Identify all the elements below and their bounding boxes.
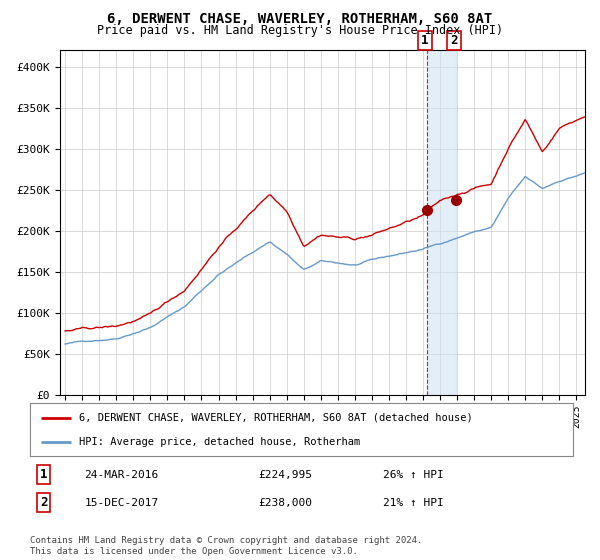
Text: £238,000: £238,000: [258, 498, 312, 507]
Text: 24-MAR-2016: 24-MAR-2016: [85, 470, 158, 479]
Bar: [427, 50, 457, 395]
Text: 15-DEC-2017: 15-DEC-2017: [85, 498, 158, 507]
Text: 2: 2: [40, 496, 47, 509]
Text: 26% ↑ HPI: 26% ↑ HPI: [383, 470, 444, 479]
Text: 21% ↑ HPI: 21% ↑ HPI: [383, 498, 444, 507]
Text: HPI: Average price, detached house, Rotherham: HPI: Average price, detached house, Roth…: [79, 437, 360, 447]
Text: Price paid vs. HM Land Registry's House Price Index (HPI): Price paid vs. HM Land Registry's House …: [97, 24, 503, 37]
Text: Contains HM Land Registry data © Crown copyright and database right 2024.
This d: Contains HM Land Registry data © Crown c…: [30, 536, 422, 556]
Text: 6, DERWENT CHASE, WAVERLEY, ROTHERHAM, S60 8AT: 6, DERWENT CHASE, WAVERLEY, ROTHERHAM, S…: [107, 12, 493, 26]
Text: 1: 1: [421, 34, 428, 47]
Text: 2: 2: [451, 34, 458, 47]
Text: £224,995: £224,995: [258, 470, 312, 479]
Text: 1: 1: [40, 468, 47, 481]
Text: 6, DERWENT CHASE, WAVERLEY, ROTHERHAM, S60 8AT (detached house): 6, DERWENT CHASE, WAVERLEY, ROTHERHAM, S…: [79, 413, 473, 423]
